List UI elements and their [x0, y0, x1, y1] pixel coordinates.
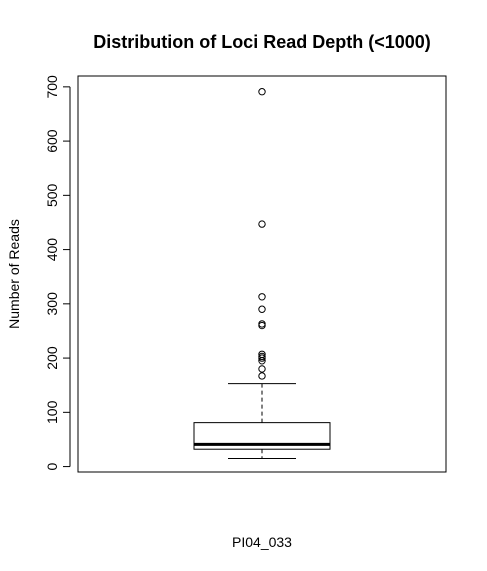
iqr-box: [193, 422, 331, 450]
plot-area-frame: [77, 75, 447, 473]
box-group: [193, 383, 331, 459]
y-tick-label: 300: [44, 292, 60, 316]
y-tick-label: 0: [44, 462, 60, 470]
y-tick-label: 200: [44, 346, 60, 370]
y-tick-label: 600: [44, 129, 60, 153]
outlier-point: [258, 293, 266, 301]
y-tick-label: 500: [44, 183, 60, 207]
y-tick-label: 100: [44, 400, 60, 424]
outlier-point: [258, 365, 266, 373]
outlier-point: [258, 352, 266, 361]
x-axis-label: PI04_033: [232, 534, 292, 550]
outlier-point: [258, 350, 266, 358]
chart-title: Distribution of Loci Read Depth (<1000): [93, 32, 431, 52]
outlier-point: [258, 220, 266, 228]
outlier-point: [258, 305, 266, 313]
y-axis: 0 100 200 300 400 500 600 700: [44, 75, 71, 470]
y-tick-label: 400: [44, 238, 60, 262]
outlier-point: [258, 88, 266, 96]
y-tick-label: 700: [44, 75, 60, 99]
outlier-points: [258, 88, 266, 380]
y-axis-label: Number of Reads: [6, 219, 22, 329]
outlier-point: [258, 372, 266, 380]
outlier-point: [258, 320, 266, 328]
